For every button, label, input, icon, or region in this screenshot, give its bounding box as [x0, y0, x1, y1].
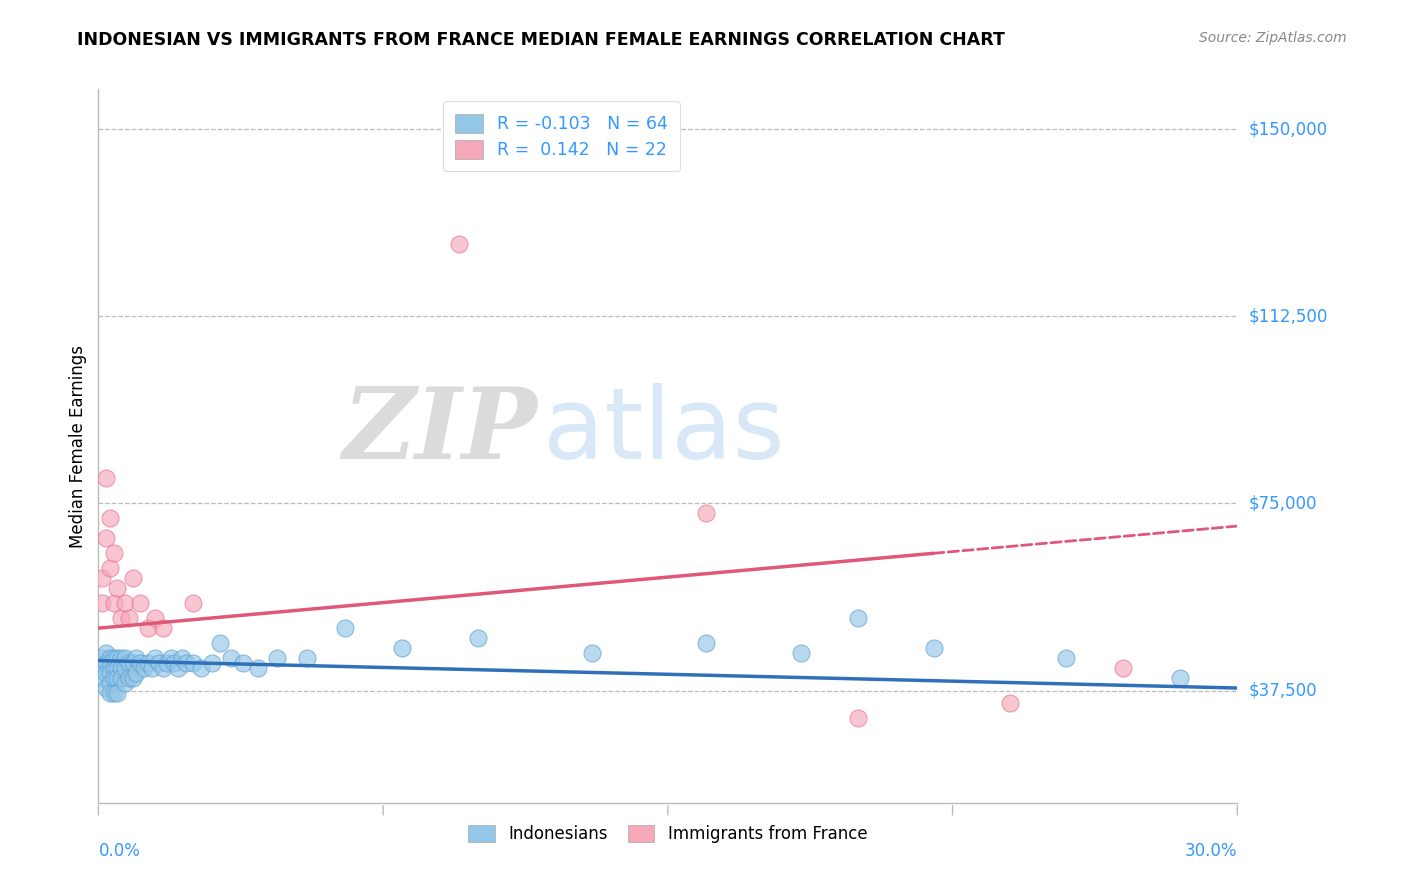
Point — [107, 581, 129, 595]
Text: $112,500: $112,500 — [1249, 307, 1327, 326]
Point — [201, 656, 224, 670]
Point — [121, 571, 143, 585]
Point — [103, 661, 125, 675]
Point — [91, 661, 114, 675]
Point — [170, 651, 193, 665]
Point — [98, 511, 121, 525]
Point — [94, 666, 117, 681]
Point — [114, 596, 136, 610]
Point — [125, 666, 148, 681]
Point — [846, 611, 869, 625]
Point — [110, 611, 132, 625]
Point — [998, 696, 1021, 710]
Text: atlas: atlas — [543, 384, 785, 480]
Point — [129, 656, 152, 670]
Point — [125, 651, 148, 665]
Point — [335, 621, 357, 635]
Point — [1056, 651, 1078, 665]
Point — [159, 651, 181, 665]
Point — [156, 656, 179, 670]
Point — [118, 656, 141, 670]
Point — [103, 651, 125, 665]
Point — [148, 656, 170, 670]
Point — [98, 686, 121, 700]
Point — [91, 651, 114, 665]
Point — [391, 641, 413, 656]
Y-axis label: Median Female Earnings: Median Female Earnings — [69, 344, 87, 548]
Point — [922, 641, 945, 656]
Point — [94, 646, 117, 660]
Point — [136, 656, 159, 670]
Point — [98, 656, 121, 670]
Point — [114, 651, 136, 665]
Point — [129, 596, 152, 610]
Point — [94, 471, 117, 485]
Point — [183, 596, 205, 610]
Point — [1170, 671, 1192, 685]
Text: 0.0%: 0.0% — [98, 842, 141, 860]
Point — [121, 671, 143, 685]
Point — [695, 507, 717, 521]
Point — [297, 651, 319, 665]
Point — [467, 631, 489, 645]
Point — [695, 636, 717, 650]
Point — [114, 676, 136, 690]
Point — [167, 661, 190, 675]
Point — [103, 686, 125, 700]
Text: ZIP: ZIP — [342, 384, 537, 480]
Point — [174, 656, 197, 670]
Point — [190, 661, 212, 675]
Point — [94, 656, 117, 670]
Point — [91, 596, 114, 610]
Point — [266, 651, 288, 665]
Point — [141, 661, 163, 675]
Point — [98, 651, 121, 665]
Point — [145, 611, 167, 625]
Point — [152, 621, 174, 635]
Point — [91, 671, 114, 685]
Text: INDONESIAN VS IMMIGRANTS FROM FRANCE MEDIAN FEMALE EARNINGS CORRELATION CHART: INDONESIAN VS IMMIGRANTS FROM FRANCE MED… — [77, 31, 1005, 49]
Point — [132, 661, 155, 675]
Point — [98, 676, 121, 690]
Point — [94, 681, 117, 695]
Point — [1112, 661, 1135, 675]
Point — [118, 671, 141, 685]
Text: 30.0%: 30.0% — [1185, 842, 1237, 860]
Text: $37,500: $37,500 — [1249, 681, 1317, 699]
Point — [110, 651, 132, 665]
Point — [103, 671, 125, 685]
Point — [221, 651, 243, 665]
Point — [110, 661, 132, 675]
Text: $75,000: $75,000 — [1249, 494, 1317, 512]
Point — [246, 661, 269, 675]
Point — [103, 596, 125, 610]
Point — [846, 711, 869, 725]
Point — [232, 656, 254, 670]
Point — [118, 611, 141, 625]
Point — [581, 646, 603, 660]
Point — [94, 531, 117, 545]
Point — [107, 686, 129, 700]
Point — [136, 621, 159, 635]
Text: Source: ZipAtlas.com: Source: ZipAtlas.com — [1199, 31, 1347, 45]
Point — [107, 651, 129, 665]
Point — [103, 546, 125, 560]
Point — [208, 636, 231, 650]
Point — [114, 661, 136, 675]
Point — [98, 561, 121, 575]
Point — [163, 656, 186, 670]
Text: $150,000: $150,000 — [1249, 120, 1327, 138]
Point — [121, 656, 143, 670]
Point — [91, 571, 114, 585]
Point — [145, 651, 167, 665]
Point — [790, 646, 813, 660]
Legend: Indonesians, Immigrants from France: Indonesians, Immigrants from France — [457, 814, 879, 855]
Point — [98, 666, 121, 681]
Point — [107, 671, 129, 685]
Point — [152, 661, 174, 675]
Point — [183, 656, 205, 670]
Point — [110, 671, 132, 685]
Point — [449, 236, 471, 251]
Point — [107, 661, 129, 675]
